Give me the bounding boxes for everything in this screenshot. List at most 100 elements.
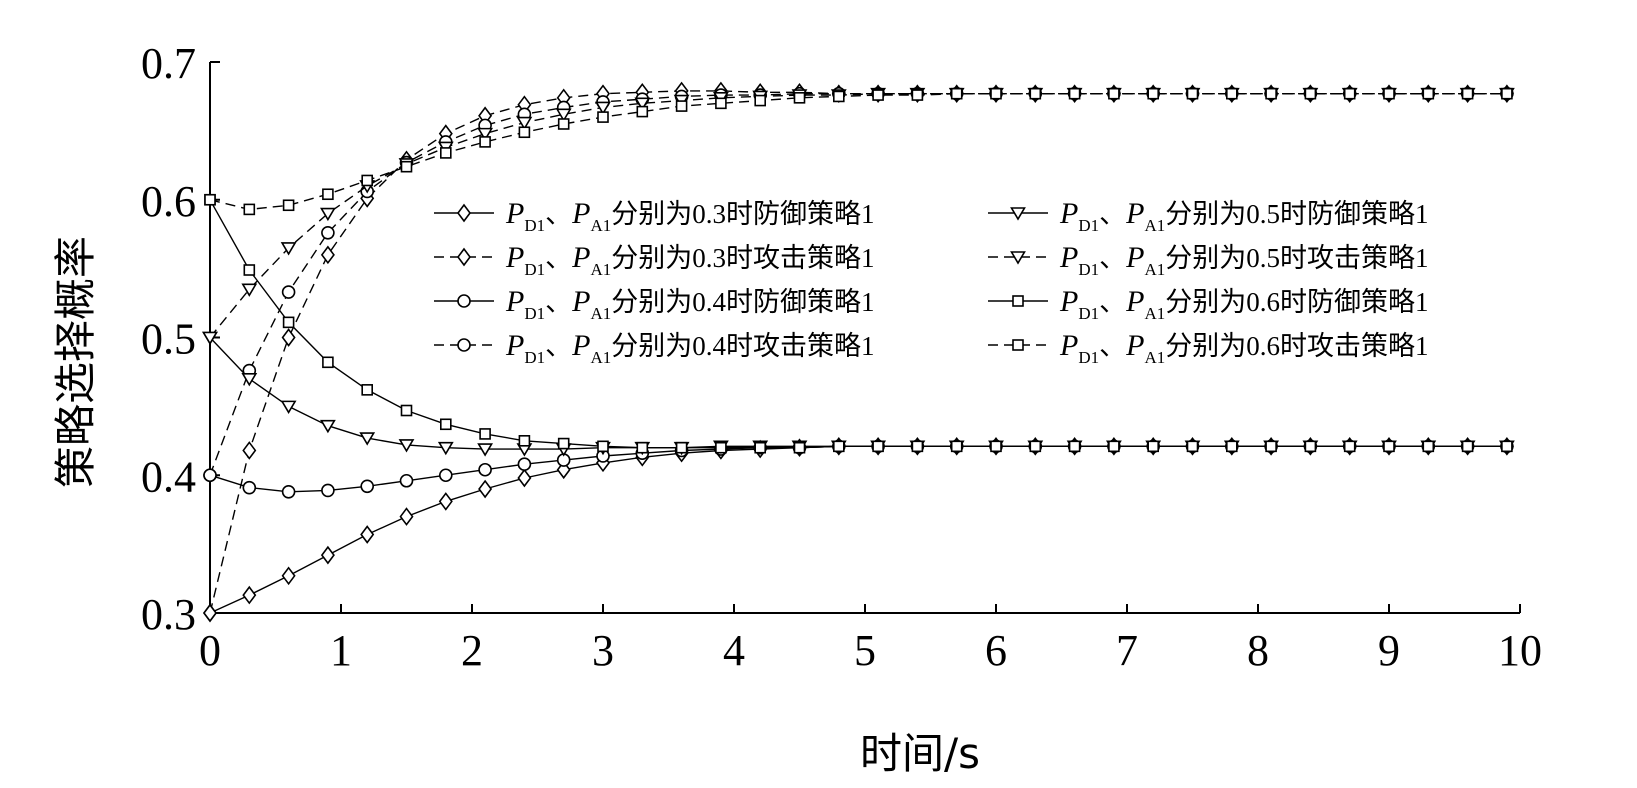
data-point xyxy=(1108,87,1120,100)
data-point xyxy=(1422,87,1435,100)
legend-text-part: D1 xyxy=(524,216,545,235)
legend-swatch-marker xyxy=(457,203,471,223)
legend-text-part: 时攻击策略 xyxy=(726,243,861,274)
data-point xyxy=(1108,440,1120,453)
data-point xyxy=(281,285,296,299)
legend-text-part: 1 xyxy=(1415,243,1429,273)
legend-item: PD1、PA1分别为0.6时攻击策略1 xyxy=(988,329,1428,367)
legend-text-part: 、 xyxy=(1099,331,1126,362)
data-point xyxy=(399,507,414,526)
data-point xyxy=(242,480,257,495)
legend-label: PD1、PA1分别为0.6时攻击策略1 xyxy=(1059,329,1428,367)
data-point xyxy=(400,160,413,173)
data-point xyxy=(1147,87,1159,100)
legend-text-part: 分别为 xyxy=(1165,287,1246,318)
legend-text-part: P xyxy=(505,285,524,318)
data-point xyxy=(517,468,532,488)
x-tick-label: 8 xyxy=(1247,626,1269,675)
legend-text-part: A1 xyxy=(1144,348,1165,367)
data-point xyxy=(243,264,256,276)
legend-text-part: 、 xyxy=(545,287,572,318)
legend-text-part: 0.4 xyxy=(692,287,726,317)
data-point xyxy=(400,404,413,417)
legend-label: PD1、PA1分别为0.3时防御策略1 xyxy=(505,197,874,235)
data-point xyxy=(911,440,924,453)
legend-label: PD1、PA1分别为0.5时攻击策略1 xyxy=(1059,241,1428,279)
y-tick-label: 0.6 xyxy=(141,177,196,226)
x-tick-label: 3 xyxy=(592,626,614,675)
legend-item: PD1、PA1分别为0.5时攻击策略1 xyxy=(988,241,1428,279)
data-point xyxy=(1501,440,1513,453)
data-point xyxy=(1068,87,1081,100)
legend-text-part: 分别为 xyxy=(1165,199,1246,230)
data-point xyxy=(438,492,453,511)
data-point xyxy=(597,440,609,453)
x-tick-label: 5 xyxy=(854,626,876,675)
data-point xyxy=(1029,440,1042,453)
legend-text-part: P xyxy=(1125,241,1144,274)
legend-text-part: A1 xyxy=(590,304,611,323)
data-point xyxy=(439,418,452,431)
data-point xyxy=(872,440,884,453)
data-point xyxy=(636,105,649,118)
legend-text-part: 分别为 xyxy=(611,199,692,230)
data-point xyxy=(321,483,335,498)
x-tick-label: 7 xyxy=(1116,626,1138,675)
data-point xyxy=(319,419,336,434)
data-point xyxy=(872,89,884,101)
legend-item: PD1、PA1分别为0.6时防御策略1 xyxy=(988,285,1428,323)
legend-text-part: 时防御策略 xyxy=(1280,199,1415,230)
legend-label: PD1、PA1分别为0.3时攻击策略1 xyxy=(505,241,874,279)
legend-text-part: P xyxy=(1125,197,1144,230)
legend-text-part: P xyxy=(505,197,524,230)
legend-text-part: P xyxy=(505,329,524,362)
legend-text-part: P xyxy=(1059,241,1078,274)
legend-item: PD1、PA1分别为0.4时防御策略1 xyxy=(434,285,874,323)
data-point xyxy=(360,525,375,544)
legend-text-part: 0.4 xyxy=(692,331,726,361)
data-point xyxy=(1186,87,1199,100)
legend-text-part: D1 xyxy=(1078,260,1099,279)
data-point xyxy=(1226,440,1238,453)
data-point xyxy=(437,441,454,456)
data-point xyxy=(518,435,531,447)
data-point xyxy=(675,441,688,454)
data-point xyxy=(516,116,533,131)
data-point xyxy=(1029,87,1042,100)
data-point xyxy=(1501,87,1513,100)
data-point xyxy=(1226,87,1238,100)
legend-text-part: 1 xyxy=(1415,287,1429,317)
data-point xyxy=(950,440,963,453)
legend-text-part: 0.5 xyxy=(1246,243,1280,273)
legend-text-part: D1 xyxy=(524,348,545,367)
legend-text-part: 、 xyxy=(545,331,572,362)
data-point xyxy=(1383,87,1395,100)
x-axis-label: 时间/s xyxy=(860,729,980,778)
x-tick-label: 4 xyxy=(723,626,745,675)
data-point xyxy=(1068,440,1081,453)
data-point xyxy=(1265,440,1277,453)
data-point xyxy=(359,432,376,446)
data-point xyxy=(479,136,491,148)
legend-text-part: 分别为 xyxy=(1165,243,1246,274)
data-point xyxy=(832,440,845,453)
data-point xyxy=(754,94,767,107)
y-tick-label: 0.7 xyxy=(141,39,196,88)
legend-swatch-marker xyxy=(457,338,471,352)
legend-text-part: 1 xyxy=(861,331,875,361)
y-axis-label: 策略选择概率 xyxy=(51,236,100,488)
data-point xyxy=(281,484,296,499)
y-tick-label: 0.5 xyxy=(141,315,196,364)
data-point xyxy=(1343,87,1356,100)
data-point xyxy=(361,174,374,187)
data-point xyxy=(399,473,414,488)
legend-text-part: A1 xyxy=(590,260,611,279)
legend-swatch-marker xyxy=(457,294,471,308)
x-tick-label: 0 xyxy=(199,626,221,675)
series-line xyxy=(209,199,1507,449)
data-point xyxy=(243,203,256,216)
data-point xyxy=(281,566,296,586)
legend-text-part: 、 xyxy=(1099,243,1126,274)
data-point xyxy=(793,441,806,454)
legend-item: PD1、PA1分别为0.4时攻击策略1 xyxy=(434,329,874,367)
